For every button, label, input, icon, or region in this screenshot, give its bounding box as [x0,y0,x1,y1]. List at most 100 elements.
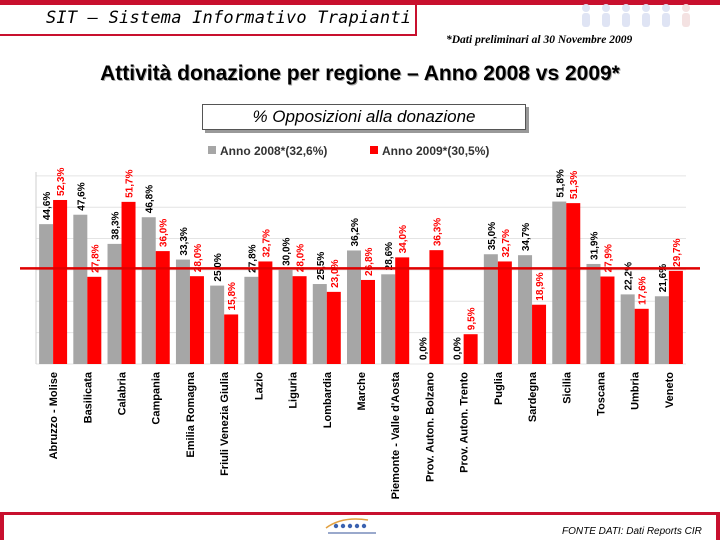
bar-2008 [39,224,54,364]
bar-2008 [141,217,156,364]
bar-2009 [258,261,273,364]
category-label: Basilicata [82,371,94,423]
data-label-2008: 38,3% [111,211,122,239]
data-label-2009: 18,9% [535,272,546,300]
data-label-2009: 27,8% [90,244,101,272]
data-label-2008: 34,7% [521,223,532,251]
data-label-2008: 35,0% [487,222,498,250]
data-label-2008: 51,8% [555,169,566,197]
category-label: Emilia Romagna [185,371,197,457]
data-label-2008: 44,6% [42,192,53,220]
category-label: Lombardia [322,371,334,428]
bar-2008 [210,285,225,364]
data-label-2009: 28,0% [296,244,307,272]
bar-2009 [292,276,307,364]
legend-label-2009: Anno 2009*(30,5%) [382,144,489,158]
bar-2008 [654,296,669,364]
bar-2009 [668,270,683,364]
bar-2008 [620,294,635,364]
bar-2009 [87,276,102,364]
category-label: Abruzzo - Molise [48,372,60,459]
category-label: Sardegna [527,371,539,422]
people-logo-icon [582,4,690,27]
data-label-2009: 51,3% [569,171,580,199]
header-band [0,0,720,58]
category-label: Toscana [595,371,607,416]
bar-2008 [244,276,259,364]
data-label-2008: 0,0% [453,337,464,360]
bar-2009 [224,314,239,364]
category-label: Piemonte - Valle d'Aosta [390,371,402,499]
main-title: Attività donazione per regione – Anno 20… [100,62,620,85]
data-label-2009: 23,0% [330,259,341,287]
bar-2008 [107,243,122,364]
bar-2009 [463,334,478,364]
data-label-2008: 46,8% [145,185,156,213]
legend-swatch-2009 [370,146,378,154]
bar-2009 [361,279,375,364]
bar-2008 [483,254,498,364]
source-note: FONTE DATI: Dati Reports CIR [562,526,702,537]
bar-2009 [326,291,341,364]
category-label: Calabria [117,371,129,415]
bar-2009 [532,304,547,364]
bar-2009 [395,257,410,364]
data-label-2009: 36,0% [159,219,170,247]
bar-2008 [278,269,293,364]
data-label-2008: 27,8% [247,244,258,272]
category-label: Prov. Auton. Bolzano [424,372,436,482]
legend-swatch-2008 [208,146,216,154]
data-label-2008: 28,6% [384,242,395,270]
data-label-2009: 15,8% [227,282,238,310]
category-label: Prov. Auton. Trento [459,372,471,473]
bar-2008 [381,274,396,364]
cnt-logo-icon [325,518,376,534]
bar-2008 [312,284,327,364]
category-label: Marche [356,372,368,411]
data-label-2008: 0,0% [418,337,429,360]
data-label-2009: 29,7% [672,238,683,266]
data-label-2009: 26,8% [364,247,375,275]
footer-left-edge [0,515,4,540]
data-label-2008: 21,6% [658,264,669,292]
bar-2009 [121,201,136,364]
bar-2009 [189,276,204,364]
data-label-2009: 34,0% [398,225,409,253]
bar-2008 [73,214,88,364]
data-label-2009: 51,7% [125,169,136,197]
bar-chart: Anno 2008*(32,6%) Anno 2009*(30,5%)44,6%5… [20,144,700,499]
bar-2008 [347,250,361,364]
data-label-2008: 33,3% [179,227,190,255]
category-label: Lazio [253,372,265,400]
data-label-2009: 32,7% [501,229,512,257]
bar-2009 [497,261,512,364]
data-label-2009: 9,5% [467,307,478,330]
bar-2008 [586,263,601,364]
data-label-2009: 32,7% [261,229,272,257]
data-label-2009: 17,6% [638,276,649,304]
data-label-2008: 36,2% [350,218,361,246]
footer: FONTE DATI: Dati Reports CIR [0,512,720,540]
preliminary-note: *Dati preliminari al 30 Novembre 2009 [446,34,633,46]
data-label-2009: 36,3% [432,218,443,246]
bar-2009 [566,203,581,364]
footer-rule [0,512,720,515]
data-label-2009: 52,3% [56,168,67,196]
category-label: Veneto [664,372,676,408]
footer-right-edge [716,515,720,540]
bar-2009 [429,250,444,364]
bar-2009 [53,199,68,364]
header-title-box [0,0,417,36]
chart-title: % Opposizioni alla donazione [202,104,526,130]
category-label: Sicilia [561,371,573,404]
app-title: SIT – Sistema Informativo Trapianti [46,8,412,28]
bar-2008 [552,201,567,364]
data-label-2009: 28,0% [193,244,204,272]
bar-2008 [518,255,533,364]
category-label: Puglia [493,371,505,405]
bar-2009 [634,308,649,364]
category-label: Umbria [630,371,642,410]
data-label-2008: 25,5% [316,252,327,280]
bar-2008 [175,259,190,364]
legend-label-2008: Anno 2008*(32,6%) [220,144,327,158]
